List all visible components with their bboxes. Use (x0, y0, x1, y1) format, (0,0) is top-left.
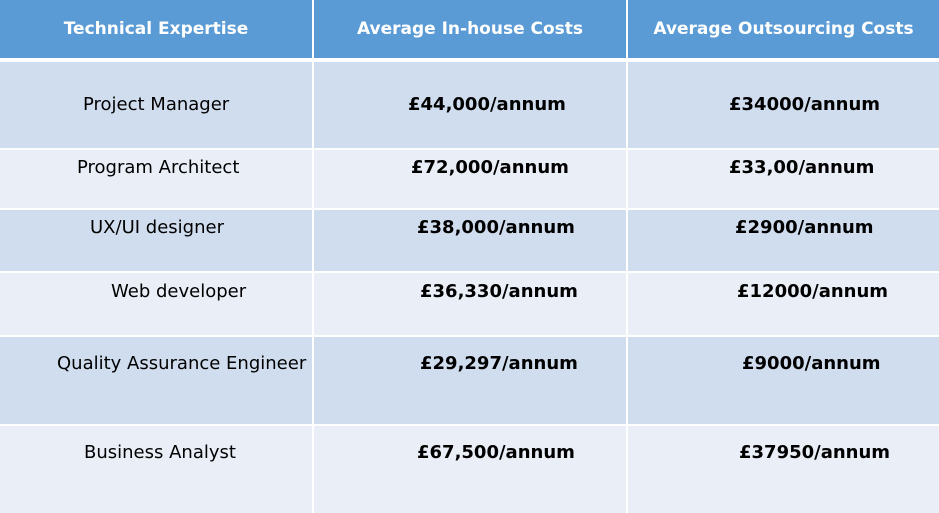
header-label: Average Outsourcing Costs (653, 19, 914, 39)
table-cell: £12000/annum (628, 273, 939, 335)
outsourcing-cost: £34000/annum (729, 94, 881, 115)
table-cell: Quality Assurance Engineer (0, 337, 312, 424)
table-cell: £33,00/annum (628, 150, 939, 208)
table-row: Quality Assurance Engineer £29,297/annum… (0, 337, 939, 424)
header-label: Average In-house Costs (356, 19, 584, 39)
table-row: Project Manager £44,000/annum £34000/ann… (0, 62, 939, 148)
outsourcing-cost: £33,00/annum (729, 157, 875, 178)
role-name: Program Architect (77, 157, 240, 178)
table-row: Business Analyst £67,500/annum £37950/an… (0, 426, 939, 513)
outsourcing-cost: £2900/annum (735, 217, 874, 238)
table-row: Program Architect £72,000/annum £33,00/a… (0, 150, 939, 208)
table-cell: £34000/annum (628, 62, 939, 148)
role-name: Quality Assurance Engineer (57, 353, 307, 374)
table-row: Web developer £36,330/annum £12000/annum (0, 273, 939, 335)
table-cell: Web developer (0, 273, 312, 335)
role-name: Project Manager (83, 94, 230, 115)
outsourcing-cost: £37950/annum (739, 442, 891, 463)
inhouse-cost: £44,000/annum (408, 94, 566, 115)
header-label: Technical Expertise (63, 19, 249, 39)
table-cell: £37950/annum (628, 426, 939, 513)
table-cell: Business Analyst (0, 426, 312, 513)
table-cell: £44,000/annum (314, 62, 626, 148)
inhouse-cost: £29,297/annum (420, 353, 578, 374)
role-name: Business Analyst (84, 442, 236, 463)
table-cell: £29,297/annum (314, 337, 626, 424)
inhouse-cost: £67,500/annum (417, 442, 575, 463)
header-cell-technical-expertise: Technical Expertise (0, 0, 312, 58)
table-cell: Program Architect (0, 150, 312, 208)
table-cell: Project Manager (0, 62, 312, 148)
outsourcing-cost: £9000/annum (742, 353, 881, 374)
table-header-row: Technical Expertise Average In-house Cos… (0, 0, 939, 58)
table-cell: £36,330/annum (314, 273, 626, 335)
inhouse-cost: £72,000/annum (411, 157, 569, 178)
table-cell: UX/UI designer (0, 210, 312, 271)
table-row: UX/UI designer £38,000/annum £2900/annum (0, 210, 939, 271)
header-cell-inhouse-costs: Average In-house Costs (314, 0, 626, 58)
role-name: UX/UI designer (90, 217, 224, 238)
table-cell: £72,000/annum (314, 150, 626, 208)
header-cell-outsourcing-costs: Average Outsourcing Costs (628, 0, 939, 58)
table-cell: £67,500/annum (314, 426, 626, 513)
table-cell: £38,000/annum (314, 210, 626, 271)
table-cell: £2900/annum (628, 210, 939, 271)
table-cell: £9000/annum (628, 337, 939, 424)
role-name: Web developer (111, 281, 247, 302)
inhouse-cost: £38,000/annum (417, 217, 575, 238)
outsourcing-cost: £12000/annum (737, 281, 889, 302)
inhouse-cost: £36,330/annum (420, 281, 578, 302)
